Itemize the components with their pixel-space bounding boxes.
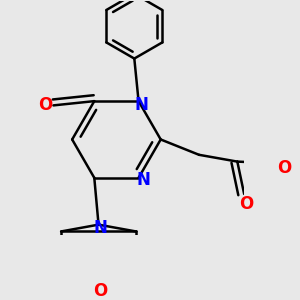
Text: O: O (277, 159, 291, 177)
Text: O: O (93, 282, 107, 300)
Text: N: N (137, 171, 151, 189)
Text: N: N (93, 219, 107, 237)
Text: O: O (38, 96, 52, 114)
Text: N: N (134, 95, 148, 113)
Text: O: O (239, 195, 253, 213)
